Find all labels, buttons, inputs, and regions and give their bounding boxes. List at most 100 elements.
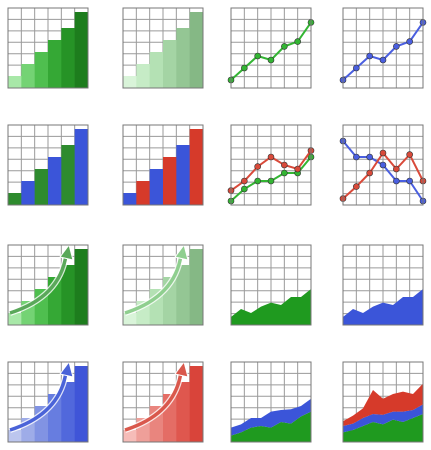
plot-border: [342, 124, 424, 206]
chart-icon: [227, 7, 315, 89]
line-point: [366, 52, 373, 60]
bar: [48, 157, 62, 205]
chart-icon: [339, 124, 427, 206]
bar: [61, 382, 75, 442]
bar: [8, 430, 22, 442]
trend-arrowhead: [59, 360, 74, 378]
chart-icon: [7, 360, 89, 443]
bar: [61, 145, 75, 205]
line-point: [379, 161, 387, 169]
plot-border: [7, 7, 89, 89]
plot-border: [230, 7, 312, 89]
line-point: [406, 177, 413, 185]
line-point: [294, 165, 301, 173]
bar: [163, 40, 177, 88]
chart-icon: [342, 244, 424, 326]
plot-border: [230, 124, 312, 206]
bar: [176, 28, 190, 88]
bar: [176, 382, 190, 442]
bar: [176, 265, 190, 325]
trend-arrowhead: [174, 243, 189, 261]
chart-icon: [7, 7, 89, 89]
chart-icon: [227, 124, 315, 206]
trend-arrow: [9, 371, 68, 432]
area: [231, 398, 311, 436]
plot-border: [342, 244, 424, 326]
line-point: [281, 43, 288, 50]
bar: [149, 52, 164, 88]
area: [343, 383, 423, 426]
line-point: [254, 52, 261, 60]
line-point: [294, 38, 301, 45]
chart-icon: [7, 243, 89, 326]
line-point: [393, 43, 400, 50]
bar: [48, 40, 62, 88]
trend-arrow: [124, 371, 183, 432]
line-point: [406, 38, 413, 45]
bar: [123, 313, 137, 325]
bar: [189, 129, 204, 205]
area: [343, 414, 423, 442]
line-point: [241, 185, 248, 193]
plot-border: [342, 361, 424, 443]
trend-arrow: [9, 254, 68, 315]
chart-icon: [339, 7, 427, 89]
plot-border: [7, 361, 89, 443]
plot-border: [342, 7, 424, 89]
line-point: [267, 56, 275, 64]
bar: [21, 64, 35, 88]
line-point: [406, 151, 413, 158]
area: [343, 404, 423, 433]
line-point: [267, 177, 275, 185]
line-point: [254, 163, 261, 170]
trend-arrowhead: [174, 360, 189, 378]
line-point: [241, 177, 248, 185]
plot-border: [230, 244, 312, 326]
line-point: [353, 153, 360, 161]
bar: [189, 366, 204, 442]
line-point: [281, 169, 288, 177]
bar: [8, 76, 22, 88]
bar: [74, 366, 89, 442]
area: [343, 289, 423, 325]
bar: [123, 193, 137, 205]
bar: [136, 64, 150, 88]
bar: [8, 313, 22, 325]
line-point: [254, 177, 261, 185]
bar: [189, 249, 204, 325]
bar: [163, 157, 177, 205]
bar: [74, 129, 89, 205]
bar: [61, 265, 75, 325]
area: [231, 411, 311, 442]
line-point: [366, 153, 373, 161]
bar: [123, 76, 137, 88]
bar: [149, 169, 164, 205]
bar: [61, 28, 75, 88]
bar: [123, 430, 137, 442]
chart-icon: [122, 7, 204, 89]
area: [231, 289, 311, 325]
line-point: [281, 161, 288, 169]
plot-border: [122, 244, 204, 326]
bar: [136, 181, 150, 205]
bar: [74, 249, 89, 325]
chart-icon: [122, 243, 204, 326]
line-point: [393, 165, 400, 173]
line-point: [353, 183, 360, 190]
line-point: [241, 64, 248, 72]
bar: [176, 145, 190, 205]
line-point: [353, 64, 360, 72]
trend-arrow: [124, 254, 183, 315]
chart-icon: [7, 124, 89, 206]
line-point: [379, 149, 387, 157]
bar: [34, 52, 49, 88]
bar: [21, 181, 35, 205]
line-point: [366, 169, 373, 177]
chart-icon: [230, 244, 312, 326]
plot-border: [122, 7, 204, 89]
chart-icon: [122, 360, 204, 443]
chart-icon: [342, 361, 424, 443]
plot-border: [7, 244, 89, 326]
